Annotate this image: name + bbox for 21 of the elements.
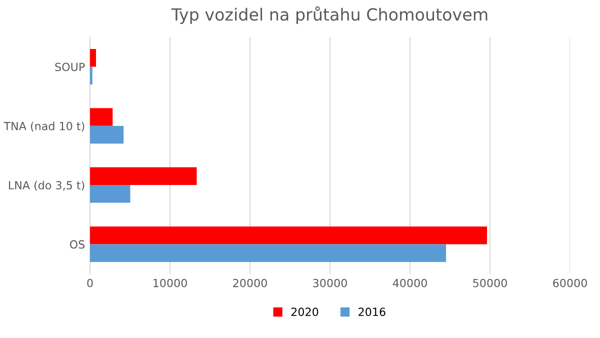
y-tick-label: OS (70, 240, 85, 249)
x-tick-label: 20000 (233, 278, 267, 288)
x-tick-label: 30000 (313, 278, 347, 288)
chart-title: Typ vozidel na průtahu Chomoutovem (171, 6, 488, 24)
x-tick-label: 60000 (553, 278, 587, 288)
x-tick-label: 0 (87, 278, 93, 288)
y-tick-label: TNA (nad 10 t) (4, 122, 84, 132)
bar (90, 226, 488, 244)
x-tick-label: 40000 (392, 278, 427, 288)
y-tick-label: SOUP (55, 62, 85, 72)
legend-label: 2016 (358, 308, 386, 316)
y-tick-label: LNA (do 3,5 t) (8, 180, 84, 191)
x-tick-label: 50000 (473, 278, 507, 288)
bar (90, 185, 130, 203)
legend-label: 2020 (291, 308, 318, 316)
bar (90, 108, 113, 126)
bar (90, 244, 446, 262)
bar (90, 49, 96, 67)
x-tick-label: 10000 (154, 278, 187, 288)
bar (90, 167, 197, 186)
bar (90, 126, 124, 144)
